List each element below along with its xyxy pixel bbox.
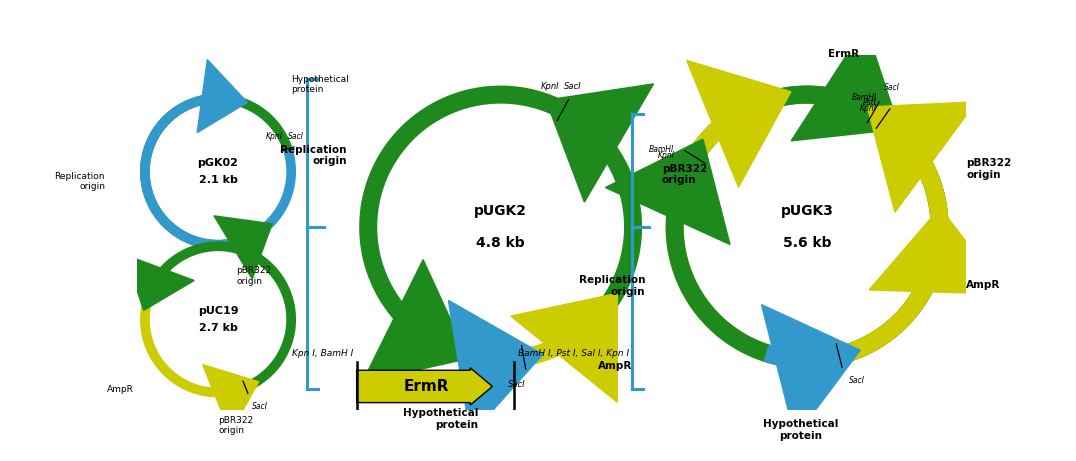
- Polygon shape: [867, 102, 976, 212]
- Text: pBR322
origin: pBR322 origin: [237, 266, 271, 286]
- Text: pBR322
origin: pBR322 origin: [218, 416, 253, 435]
- Text: SacI: SacI: [287, 131, 303, 141]
- Text: AmpR: AmpR: [966, 280, 1001, 290]
- Text: BamH I, Pst I, Sal I, Kpn I: BamH I, Pst I, Sal I, Kpn I: [518, 349, 628, 358]
- Text: SacI: SacI: [849, 376, 864, 385]
- Text: 5.6 kb: 5.6 kb: [783, 236, 832, 250]
- Text: Hypothetical
protein: Hypothetical protein: [291, 75, 349, 95]
- Text: PstI: PstI: [863, 98, 877, 107]
- Polygon shape: [546, 84, 653, 202]
- Text: pBR322
origin: pBR322 origin: [966, 158, 1011, 180]
- Text: KpnI: KpnI: [657, 151, 675, 160]
- Polygon shape: [606, 139, 730, 244]
- Text: pBR322
origin: pBR322 origin: [662, 164, 707, 185]
- Text: pUGK2: pUGK2: [475, 204, 527, 218]
- Text: Replication
origin: Replication origin: [579, 275, 646, 297]
- Polygon shape: [511, 293, 618, 402]
- Polygon shape: [449, 300, 543, 436]
- Text: Replication
origin: Replication origin: [55, 172, 105, 191]
- FancyArrow shape: [356, 368, 493, 405]
- Polygon shape: [125, 255, 194, 310]
- Text: Replication
origin: Replication origin: [281, 145, 346, 166]
- Text: KpnI: KpnI: [860, 104, 877, 112]
- Text: BamHI: BamHI: [851, 93, 877, 101]
- Text: Hypothetical
protein: Hypothetical protein: [763, 419, 838, 441]
- Text: 2.7 kb: 2.7 kb: [199, 323, 238, 333]
- Polygon shape: [869, 207, 1006, 294]
- Text: 2.1 kb: 2.1 kb: [199, 175, 238, 185]
- Text: Kpn I, BamH I: Kpn I, BamH I: [293, 349, 354, 358]
- Text: SacI: SacI: [252, 402, 268, 411]
- Polygon shape: [686, 60, 791, 187]
- Polygon shape: [762, 305, 861, 437]
- Text: KpnI: KpnI: [540, 82, 560, 91]
- Text: 4.8 kb: 4.8 kb: [477, 236, 525, 250]
- Text: pUC19: pUC19: [198, 306, 239, 316]
- Text: ErmR: ErmR: [404, 379, 449, 394]
- Text: SacI: SacI: [508, 380, 525, 389]
- Text: KpnI: KpnI: [266, 131, 283, 141]
- Text: AmpR: AmpR: [598, 361, 633, 371]
- Text: SacI: SacI: [883, 83, 900, 92]
- Text: Hypothetical
protein: Hypothetical protein: [404, 408, 479, 430]
- Polygon shape: [197, 59, 247, 133]
- Polygon shape: [202, 365, 258, 433]
- Polygon shape: [791, 26, 900, 141]
- Text: SacI: SacI: [564, 82, 581, 91]
- Text: AmpR: AmpR: [108, 385, 134, 395]
- Polygon shape: [214, 216, 272, 279]
- Polygon shape: [363, 260, 468, 382]
- Text: BamHI: BamHI: [649, 145, 675, 154]
- Text: pGK02: pGK02: [198, 158, 239, 168]
- Text: ErmR: ErmR: [829, 48, 860, 59]
- Text: pUGK3: pUGK3: [781, 204, 834, 218]
